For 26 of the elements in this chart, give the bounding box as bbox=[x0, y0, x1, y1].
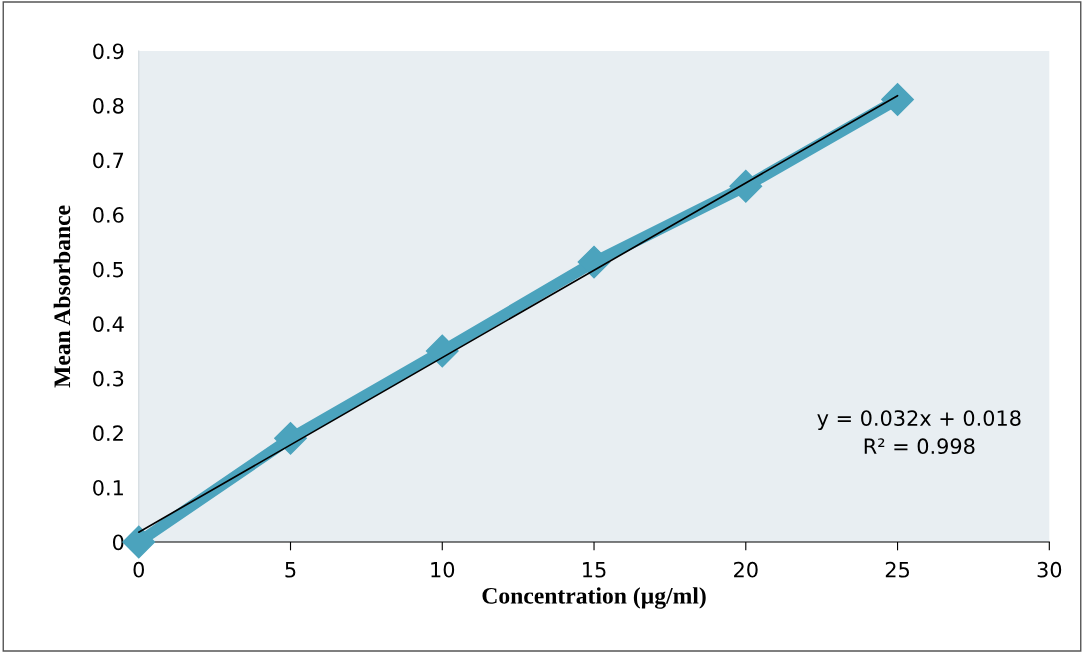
y-axis-title: Mean Absorbance bbox=[53, 205, 71, 388]
y-tick-label: 0.4 bbox=[93, 316, 124, 332]
x-tick-label: 20 bbox=[734, 561, 758, 578]
x-axis-title: Concentration (µg/ml) bbox=[482, 587, 706, 609]
annotation: y = 0.032x + 0.018 R² = 0.998 bbox=[817, 410, 1021, 455]
x-tick-label: 15 bbox=[583, 562, 606, 578]
x-tick-label: 0 bbox=[133, 561, 144, 578]
x-tick-label: 5 bbox=[285, 562, 296, 578]
point bbox=[881, 83, 914, 116]
y-tick-label: 0.9 bbox=[93, 43, 124, 60]
y-tick-label: 0 bbox=[112, 534, 124, 551]
x-tick-label: 30 bbox=[1037, 561, 1062, 578]
point bbox=[577, 245, 611, 279]
y-tick-label: 0.3 bbox=[93, 370, 124, 387]
point bbox=[729, 169, 763, 203]
y-tick-label: 0.2 bbox=[93, 425, 123, 442]
y-tick-label: 0.5 bbox=[93, 261, 124, 278]
y-tick-label: 0.6 bbox=[93, 207, 124, 223]
x-tick-label: 25 bbox=[885, 561, 909, 578]
x-tick-label: 10 bbox=[431, 561, 455, 578]
y-tick-label: 0.8 bbox=[93, 97, 124, 114]
y-tick-label: 0.1 bbox=[93, 479, 123, 496]
point bbox=[425, 334, 459, 368]
point bbox=[274, 421, 307, 455]
y-tick-label: 0.7 bbox=[93, 152, 124, 169]
point bbox=[122, 525, 156, 559]
